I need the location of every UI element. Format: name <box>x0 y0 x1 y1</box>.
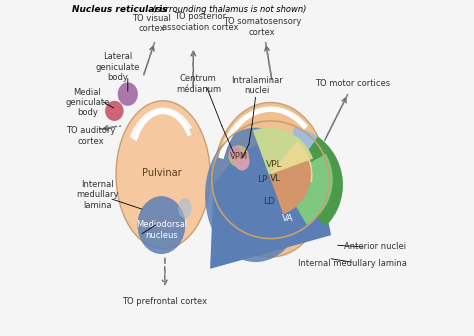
Text: TO visual
cortex: TO visual cortex <box>132 14 171 33</box>
Text: Medial
geniculate
body: Medial geniculate body <box>65 88 109 117</box>
Text: TO auditory
cortex: TO auditory cortex <box>66 126 116 146</box>
Wedge shape <box>284 127 343 214</box>
Ellipse shape <box>205 128 306 262</box>
Wedge shape <box>284 137 343 226</box>
Wedge shape <box>281 154 333 225</box>
Text: TO posterior
association cortex: TO posterior association cortex <box>162 12 238 32</box>
Text: Nucleus reticularis: Nucleus reticularis <box>73 5 168 14</box>
Text: Anterior nuclei: Anterior nuclei <box>344 243 406 251</box>
Text: TO prefrontal cortex: TO prefrontal cortex <box>122 297 207 306</box>
Ellipse shape <box>235 152 250 171</box>
Text: TO motor cortices: TO motor cortices <box>315 80 391 88</box>
Text: Lateral
geniculate
body: Lateral geniculate body <box>96 52 140 82</box>
Wedge shape <box>269 160 311 214</box>
Ellipse shape <box>178 198 191 218</box>
Text: LD: LD <box>263 197 275 206</box>
Text: Internal
medullary
lamina: Internal medullary lamina <box>76 180 119 210</box>
Wedge shape <box>253 128 313 175</box>
Text: TO somatosensory
cortex: TO somatosensory cortex <box>223 17 301 37</box>
Polygon shape <box>210 141 331 269</box>
Text: LP: LP <box>257 175 267 184</box>
Text: VA: VA <box>282 214 293 223</box>
Text: Pulvinar: Pulvinar <box>142 168 181 178</box>
Text: VL: VL <box>270 174 281 182</box>
Ellipse shape <box>116 101 210 249</box>
Ellipse shape <box>229 146 241 160</box>
Ellipse shape <box>118 82 138 106</box>
Text: Intralaminar
nuclei: Intralaminar nuclei <box>231 76 283 95</box>
Text: (surrounding thalamus is not shown): (surrounding thalamus is not shown) <box>150 5 306 14</box>
Text: VPL: VPL <box>266 160 282 169</box>
Ellipse shape <box>228 145 249 167</box>
Ellipse shape <box>105 101 124 121</box>
Text: VPM: VPM <box>229 152 248 161</box>
Ellipse shape <box>138 197 185 254</box>
Text: Internal medullary lamina: Internal medullary lamina <box>299 259 407 268</box>
Text: Centrum
médianum: Centrum médianum <box>176 74 221 94</box>
Wedge shape <box>269 141 312 182</box>
Ellipse shape <box>213 102 328 257</box>
Text: Mediodorsal
nucleus: Mediodorsal nucleus <box>136 220 187 240</box>
